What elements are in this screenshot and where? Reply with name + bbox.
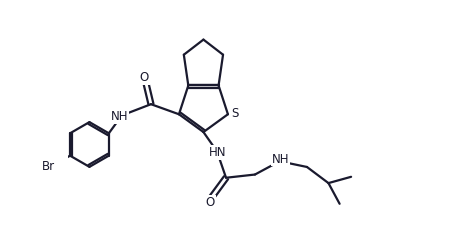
Text: S: S <box>232 107 239 120</box>
Text: O: O <box>140 71 149 84</box>
Text: NH: NH <box>111 110 128 123</box>
Text: HN: HN <box>209 146 227 159</box>
Text: Br: Br <box>42 160 55 173</box>
Text: NH: NH <box>272 153 289 165</box>
Text: O: O <box>206 196 215 209</box>
